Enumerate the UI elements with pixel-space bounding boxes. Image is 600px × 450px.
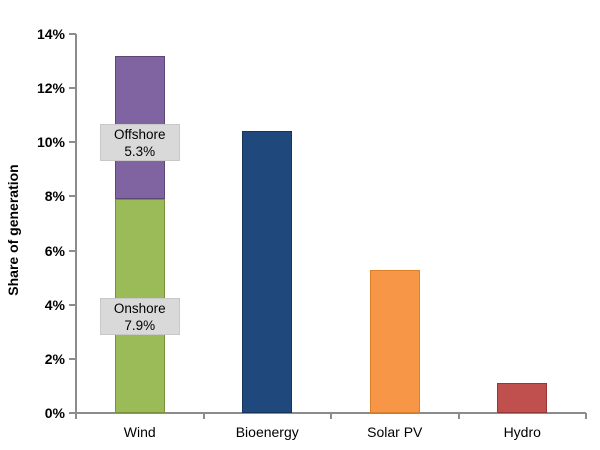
bar-segment-solar-pv	[369, 269, 420, 413]
data-label-value: 7.9%	[124, 318, 156, 334]
data-label-name: Offshore	[113, 126, 166, 142]
y-tick-label: 10%	[36, 134, 65, 151]
y-tick-mark	[69, 303, 76, 306]
y-tick-label: 14%	[36, 26, 65, 42]
x-tick-mark	[585, 413, 587, 419]
data-label-offshore: Offshore 5.3%	[99, 123, 180, 161]
data-label-onshore: Onshore 7.9%	[99, 298, 180, 336]
y-tick-mark	[69, 357, 76, 360]
data-label-value: 5.3%	[124, 143, 156, 159]
y-tick-mark	[69, 412, 76, 414]
x-category-label-bioenergy: Bioenergy	[235, 424, 299, 440]
bar-segment-hydro	[497, 383, 548, 413]
y-tick-label: 12%	[36, 80, 65, 97]
y-axis-title: Share of generation	[5, 164, 21, 296]
y-tick-label: 6%	[44, 242, 65, 259]
y-tick-label: 2%	[44, 350, 65, 367]
x-category-label-hydro: Hydro	[503, 424, 541, 440]
y-tick-mark	[69, 249, 76, 252]
x-category-label-solar-pv: Solar PV	[367, 424, 423, 440]
x-axis-line	[73, 412, 586, 414]
x-tick-mark	[75, 413, 77, 419]
y-axis-line	[75, 34, 77, 413]
data-label-name: Onshore	[113, 301, 166, 317]
y-tick-mark	[69, 33, 76, 35]
x-tick-mark	[457, 413, 460, 419]
y-tick-mark	[69, 141, 76, 144]
y-tick-label: 8%	[44, 188, 65, 205]
x-tick-mark	[330, 413, 332, 419]
bar-segment-bioenergy	[242, 131, 293, 413]
y-tick-mark	[69, 195, 76, 198]
y-tick-label: 4%	[44, 296, 65, 313]
y-tick-mark	[69, 87, 76, 90]
x-tick-mark	[202, 413, 205, 419]
y-tick-label: 0%	[44, 405, 65, 421]
x-category-label-wind: Wind	[123, 424, 156, 440]
